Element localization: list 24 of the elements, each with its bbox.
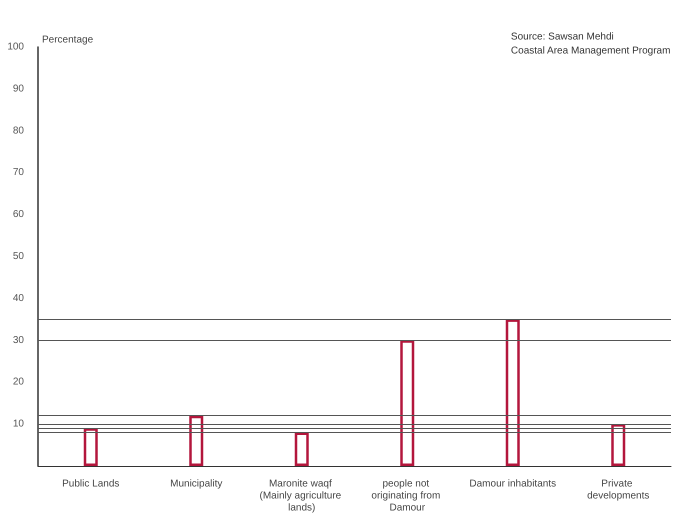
y-tick-label: 80 — [12, 125, 24, 136]
annotation: Source: Sawsan Mehdi Coastal Area Management Program — [510, 32, 670, 56]
bar — [189, 416, 204, 466]
bar — [611, 424, 626, 466]
bar — [506, 319, 520, 466]
y-tick-label: 40 — [12, 292, 24, 304]
bar — [400, 340, 414, 466]
x-tick-label: people not originating from Damour — [371, 478, 444, 514]
y-tick-label: 100 — [7, 42, 24, 52]
y-tick-label: 70 — [12, 167, 24, 178]
y-tick-label: 60 — [12, 209, 24, 220]
bar — [84, 428, 98, 466]
x-tick-label: Municipality — [170, 478, 222, 490]
y-tick-label: 30 — [12, 334, 24, 346]
y-axis-title: Percentage — [42, 34, 94, 46]
x-tick-label: Maronite waqf (Mainly agriculture lands) — [260, 478, 344, 514]
x-tick-label: Public Lands — [62, 478, 120, 490]
y-tick-label: 10 — [12, 418, 24, 430]
bar — [294, 432, 309, 466]
y-tick-label: 50 — [12, 251, 24, 262]
x-tick-label: Damour inhabitants — [469, 478, 556, 490]
y-tick-label: 20 — [12, 376, 24, 388]
y-tick-label: 90 — [12, 83, 24, 94]
x-tick-label: Private developments — [587, 478, 650, 502]
